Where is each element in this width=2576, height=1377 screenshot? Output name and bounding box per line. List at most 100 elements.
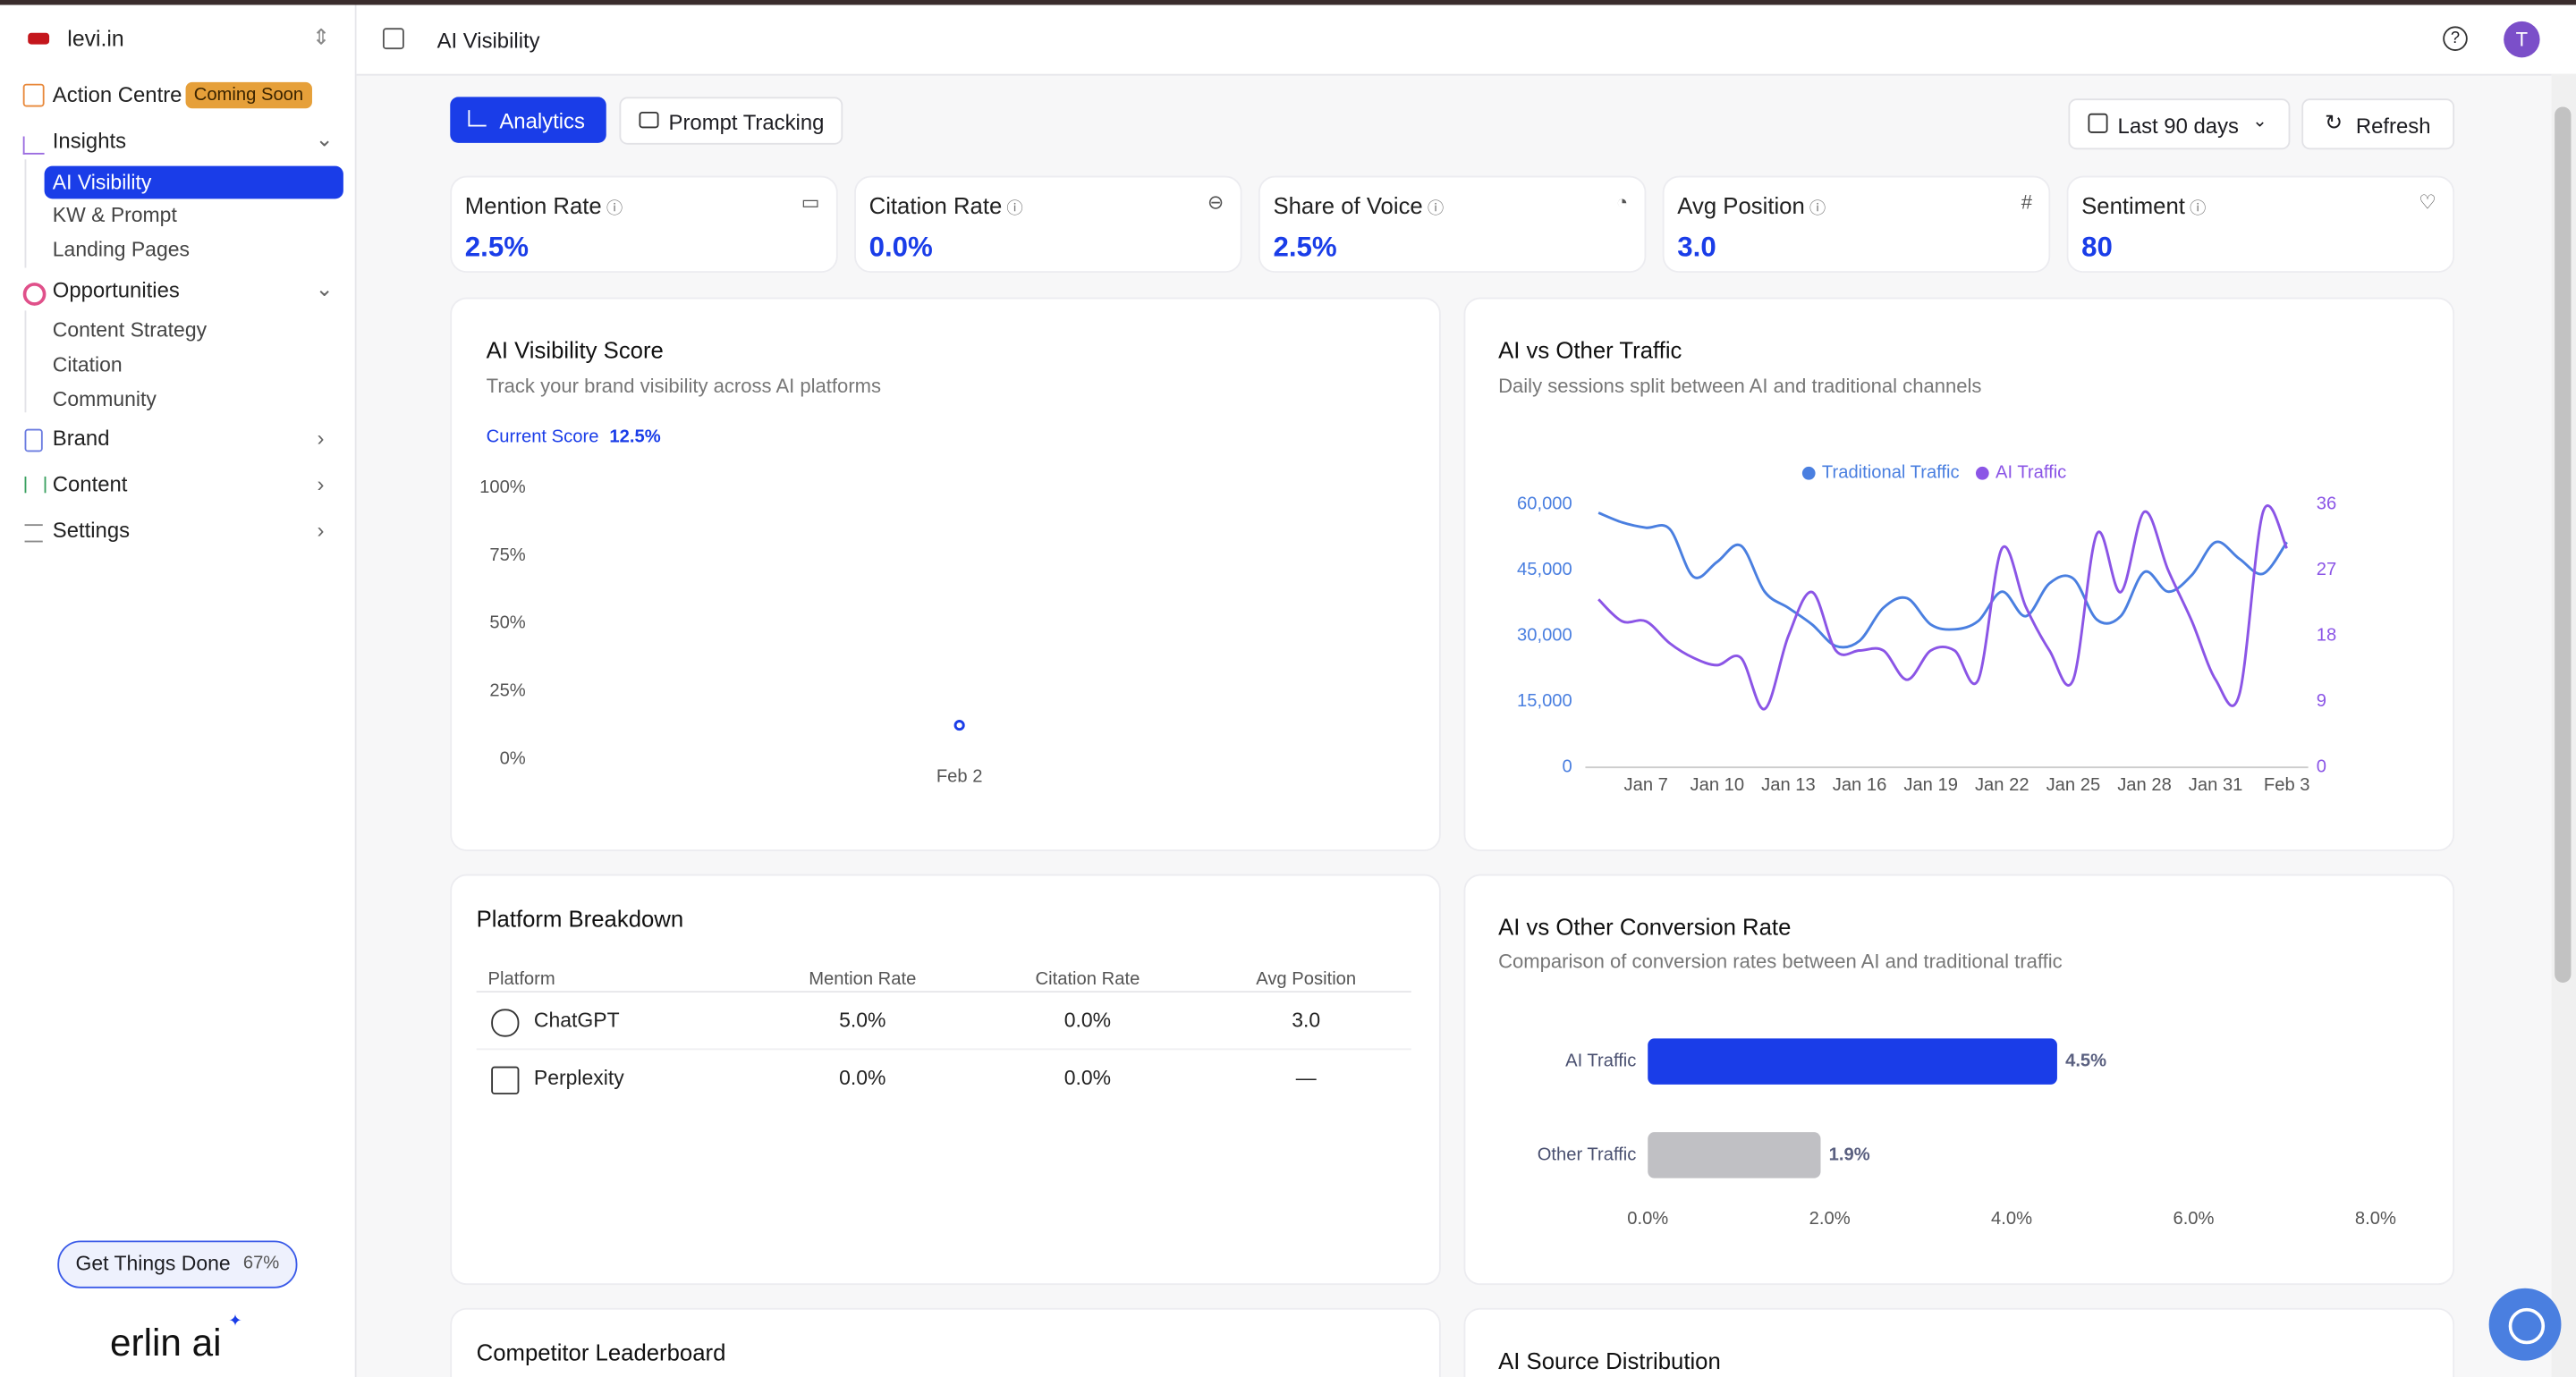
kpi-card: Avg Position ⓘ 3.0 # <box>1662 175 2051 274</box>
value-label: 1.9% <box>1829 1145 1870 1164</box>
y-tick-label: 50% <box>489 613 525 633</box>
kpi-icon: # <box>2021 190 2033 214</box>
chevron[interactable]: ⌄ <box>315 275 334 301</box>
row-rule <box>476 1048 1411 1051</box>
sidebar: levi.in ⇕ Action Centre Coming Soon Insi… <box>0 4 357 1377</box>
table-cell: ChatGPT <box>533 1009 620 1033</box>
avatar[interactable]: T <box>2504 21 2540 58</box>
card-subtitle: Comparison of conversion rates between A… <box>1498 950 2063 973</box>
legend-swatch <box>1801 466 1816 480</box>
kpi-label: Share of Voice ⓘ <box>1273 192 1445 219</box>
scroll-thumb[interactable] <box>2555 106 2572 983</box>
icon <box>24 524 43 543</box>
nav-item[interactable]: Brand <box>52 425 110 451</box>
card-title: AI Source Distribution <box>1498 1347 1721 1374</box>
nav-sub-item[interactable]: Citation <box>52 353 123 376</box>
nav-item[interactable]: Insights <box>52 128 127 153</box>
progress-pill[interactable]: Get Things Done 67% <box>57 1240 298 1288</box>
x-tick-label: Jan 10 <box>1690 775 1745 795</box>
kpi-card: Share of Voice ⓘ 2.5% ◔ <box>1258 175 1647 274</box>
table-cell: 0.0% <box>1063 1066 1112 1090</box>
tab[interactable]: Prompt Tracking <box>619 97 843 145</box>
kpi-value: 0.0% <box>869 232 933 264</box>
sidebar-toggle[interactable] <box>382 28 404 50</box>
y-tick-label: 0 <box>1563 757 1572 777</box>
kpi-value: 2.5% <box>464 232 529 264</box>
kpi-value: 80 <box>2081 232 2113 264</box>
y-tick-label: 30,000 <box>1517 626 1572 646</box>
info-icon[interactable]: ⓘ <box>2184 200 2207 219</box>
x-tick-label: Jan 7 <box>1624 775 1668 795</box>
nav-sub-item[interactable]: Landing Pages <box>52 238 190 262</box>
table-cell: 5.0% <box>839 1009 886 1033</box>
value-label: 4.5% <box>2065 1052 2106 1071</box>
chevron[interactable]: › <box>317 517 325 543</box>
nav-item[interactable]: Action Centre <box>52 81 182 107</box>
y-tick-label: 45,000 <box>1517 560 1572 579</box>
x-tick-label: Jan 16 <box>1833 775 1887 795</box>
chevron[interactable]: › <box>317 471 325 496</box>
legend-label: AI Traffic <box>1996 463 2066 483</box>
chevron[interactable]: ⌄ <box>315 126 334 152</box>
info-icon[interactable]: ⓘ <box>1422 200 1445 219</box>
category-label: Other Traffic <box>1538 1145 1637 1164</box>
switch-icon[interactable]: ⇕ <box>311 24 331 50</box>
workspace[interactable]: levi.in <box>67 26 124 51</box>
chevron[interactable]: › <box>317 425 325 451</box>
icon <box>639 111 659 129</box>
x-tick-label: Jan 19 <box>1903 775 1958 795</box>
nav-sub-item[interactable]: KW & Prompt <box>52 203 177 227</box>
column-header: Avg Position <box>1256 969 1357 990</box>
kpi-label: Citation Rate ⓘ <box>869 192 1023 219</box>
info-icon[interactable]: ⓘ <box>1002 200 1023 219</box>
icon <box>24 476 47 494</box>
y-tick-label: 100% <box>479 477 526 497</box>
kpi-value: 2.5% <box>1273 232 1337 264</box>
header-rule <box>476 991 1411 993</box>
icon <box>22 83 45 107</box>
scrollbar[interactable] <box>2551 73 2576 1377</box>
nav-sub-item[interactable]: Community <box>52 387 157 411</box>
table-cell: 3.0 <box>1292 1009 1321 1033</box>
table-cell: Perplexity <box>533 1066 624 1090</box>
x-tick-label: Jan 13 <box>1761 775 1816 795</box>
x-tick-label: Feb 2 <box>936 767 983 787</box>
score-value: 12.5% <box>609 427 661 447</box>
bar <box>1648 1132 1821 1178</box>
header: AI Visibility ? T <box>356 4 2576 76</box>
traffic-card: AI vs Other Traffic Daily sessions split… <box>1463 297 2455 851</box>
x-tick-label: Jan 31 <box>2189 775 2243 795</box>
icon <box>24 428 43 452</box>
icon: ↻ <box>2324 110 2343 135</box>
y-tick-label: 60,000 <box>1517 494 1572 514</box>
score-card: AI Visibility Score Track your brand vis… <box>450 297 1441 851</box>
kpi-label: Sentiment ⓘ <box>2081 192 2207 219</box>
column-header: Mention Rate <box>809 969 917 990</box>
info-icon[interactable]: ⓘ <box>1804 200 1826 219</box>
tab-active[interactable]: Analytics <box>450 97 606 143</box>
nav-item[interactable]: Content <box>52 471 128 496</box>
legend-label: Traditional Traffic <box>1822 463 1960 483</box>
date-range[interactable]: Last 90 days ⌄ <box>2068 98 2291 150</box>
y2-tick-label: 0 <box>2317 757 2326 777</box>
icon <box>2088 113 2108 133</box>
nav-sub-item[interactable]: Content Strategy <box>52 318 208 342</box>
icon <box>22 283 47 306</box>
chat-button[interactable] <box>2488 1288 2562 1361</box>
refresh[interactable]: Refresh ↻ <box>2301 98 2455 150</box>
table-cell: — <box>1295 1066 1317 1090</box>
help[interactable]: ? <box>2443 26 2468 51</box>
kpi-icon: ⊖ <box>1207 190 1224 214</box>
x-tick-label: Jan 28 <box>2117 775 2172 795</box>
x-tick-label: 2.0% <box>1809 1209 1851 1229</box>
kpi-card: Sentiment ⓘ 80 ♡ <box>2066 175 2455 274</box>
card-title: AI vs Other Traffic <box>1498 336 1682 364</box>
y2-tick-label: 27 <box>2317 560 2336 579</box>
nav-sub-item[interactable]: AI Visibility <box>52 171 152 194</box>
nav-item[interactable]: Settings <box>52 517 131 543</box>
chevron: ⌄ <box>2252 111 2268 132</box>
info-icon[interactable]: ⓘ <box>601 200 623 219</box>
nav-item[interactable]: Opportunities <box>52 277 180 303</box>
